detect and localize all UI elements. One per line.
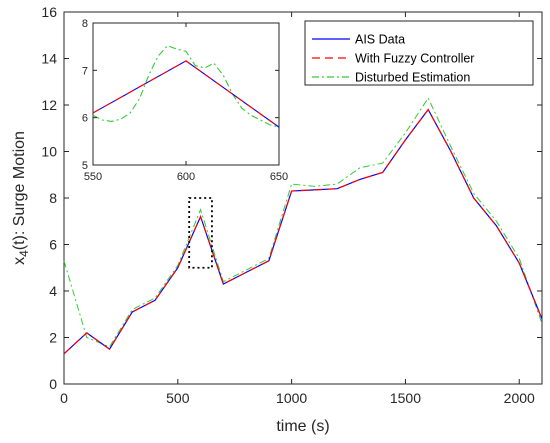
inset-series-line-disturbed-estimation <box>92 45 280 128</box>
legend-items: AIS Data With Fuzzy Controller Disturbed E… <box>312 33 474 85</box>
legend-box <box>304 20 534 86</box>
series-line-disturbed-estimation <box>63 96 543 348</box>
y-axis-label-subscript: 4 <box>17 250 31 257</box>
y-tick-label: 4 <box>49 283 57 299</box>
inset-x-tick-label: 600 <box>177 171 195 183</box>
x-tick-label: 500 <box>166 390 190 406</box>
x-axis-label: time (s) <box>276 418 329 435</box>
y-tick-label: 8 <box>49 190 57 206</box>
inset-series-line-with-fuzzy-controller <box>92 60 280 128</box>
series-line-with-fuzzy-controller <box>63 108 543 355</box>
legend-label: Disturbed Estimation <box>355 71 470 85</box>
y-tick-label: 0 <box>49 376 57 392</box>
y-axis-label: x4(t): Surge Motion <box>11 131 31 265</box>
y-axis-label-rest: (t): Surge Motion <box>11 131 28 250</box>
y-tick-label: 2 <box>49 330 57 346</box>
x-tick-label: 1000 <box>276 390 307 406</box>
y-tick-label: 6 <box>49 237 57 253</box>
inset-plot-frame <box>92 22 280 166</box>
y-axis-label-main: x <box>11 257 28 265</box>
y-tick-label: 10 <box>41 144 57 160</box>
inset-y-tick-label: 5 <box>82 160 88 172</box>
y-tick-label: 12 <box>41 97 57 113</box>
inset-plot: 550 600 650 5 6 7 8 <box>82 18 288 183</box>
y-tick-label: 16 <box>41 4 57 20</box>
inset-series-lines <box>92 45 280 128</box>
inset-x-tick-label: 650 <box>270 171 288 183</box>
legend-label: With Fuzzy Controller <box>355 52 474 66</box>
x-tick-label: 0 <box>60 390 68 406</box>
main-series-lines <box>63 96 543 355</box>
inset-x-tick-label: 550 <box>84 171 102 183</box>
inset-y-tick-label: 7 <box>82 65 88 77</box>
x-tick-label: 1500 <box>390 390 421 406</box>
zoom-box <box>188 197 213 269</box>
x-tick-label: 2000 <box>504 390 535 406</box>
inset-axis-ticks: 550 600 650 5 6 7 8 <box>82 18 288 183</box>
inset-y-tick-label: 8 <box>82 18 88 30</box>
inset-y-tick-label: 6 <box>82 113 88 125</box>
legend: AIS Data With Fuzzy Controller Disturbed E… <box>304 20 534 86</box>
y-tick-label: 14 <box>41 51 57 67</box>
main-axis-ticks: 0 500 1000 1500 2000 0 2 4 6 8 10 12 14 16 <box>41 4 542 406</box>
legend-label: AIS Data <box>355 33 405 47</box>
